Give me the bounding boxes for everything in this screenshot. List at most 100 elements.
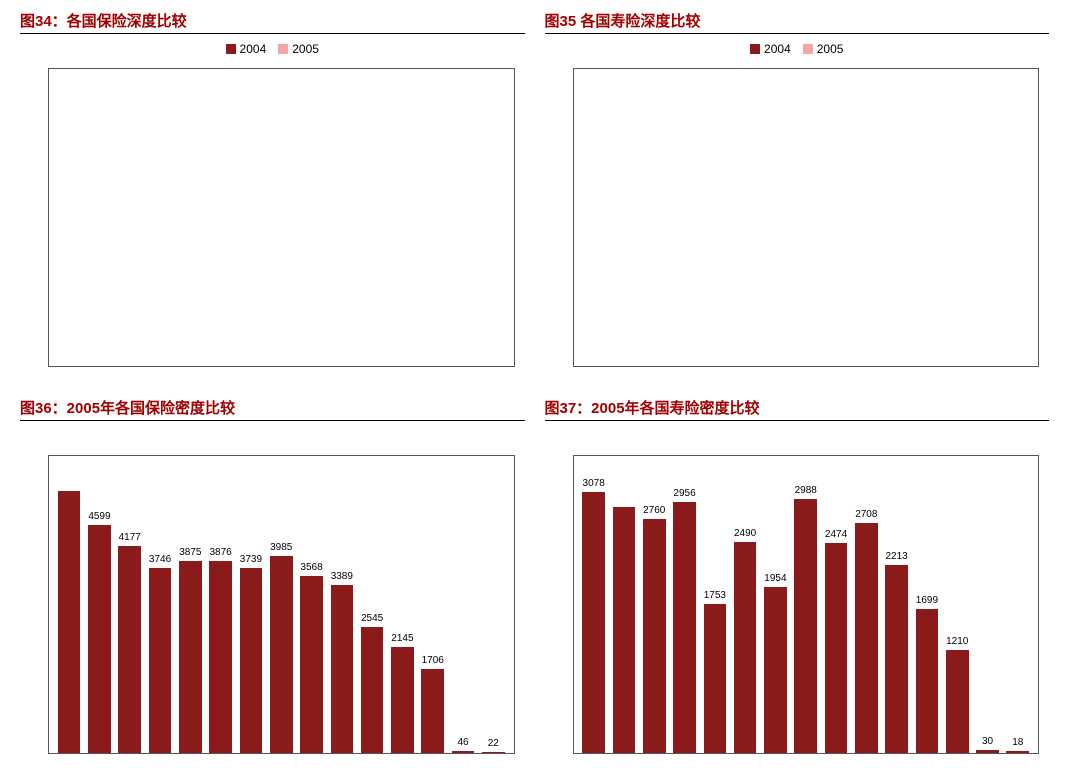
bar [209, 561, 232, 753]
bar-single: 2474 [822, 543, 850, 753]
bar [582, 492, 605, 753]
bar-value-label: 2213 [885, 551, 907, 562]
bar-single: 1706 [419, 669, 447, 753]
bar-value-label: 4599 [88, 511, 110, 522]
legend-swatch-2004 [226, 44, 236, 54]
bar-value-label: 3876 [210, 547, 232, 558]
bar [673, 502, 696, 753]
legend-2004: 2004 [750, 42, 791, 56]
bar [734, 542, 757, 753]
bar [613, 507, 636, 753]
bar [482, 752, 505, 753]
bar-value-label: 46 [457, 737, 468, 748]
chart-34-bars [49, 69, 514, 366]
bar [331, 585, 354, 753]
bar-value-label: 2760 [643, 505, 665, 516]
chart-36: 图36：2005年各国保险密度比较 4599417737463875387637… [20, 397, 525, 764]
bar-single: 3389 [328, 585, 356, 753]
chart-36-area: 4599417737463875387637393985356833892545… [20, 429, 525, 764]
bar-single: 4599 [85, 525, 113, 753]
bar [825, 543, 848, 753]
legend-2005: 2005 [278, 42, 319, 56]
bar-single: 1210 [943, 650, 971, 753]
bar-value-label: 2145 [391, 633, 413, 644]
bar-single: 2545 [358, 627, 386, 753]
chart-37: 图37：2005年各国寿险密度比较 3078276029561753249019… [545, 397, 1050, 764]
chart-35-bars [574, 69, 1039, 366]
bar-single: 2708 [852, 523, 880, 753]
bar-value-label: 2474 [825, 529, 847, 540]
bar-value-label: 2988 [795, 485, 817, 496]
chart-37-spacer [545, 429, 1050, 455]
bar [946, 650, 969, 753]
chart-37-area: 3078276029561753249019542988247427082213… [545, 429, 1050, 764]
bar-value-label: 3568 [300, 562, 322, 573]
bar [179, 561, 202, 753]
bar-value-label: 2956 [673, 488, 695, 499]
bar-single [610, 507, 638, 753]
bar [794, 499, 817, 753]
bar [149, 568, 172, 753]
bar-single: 1699 [913, 609, 941, 753]
bar-value-label: 18 [1012, 737, 1023, 748]
bar-single: 3078 [580, 492, 608, 753]
bar-single: 3875 [176, 561, 204, 753]
legend-label-2005: 2005 [292, 42, 319, 56]
chart-34-area: 2004 2005 [20, 42, 525, 377]
bar [855, 523, 878, 753]
bar-single: 22 [479, 752, 507, 753]
bar-single [55, 491, 83, 753]
legend-swatch-2005 [803, 44, 813, 54]
bar-single: 3876 [206, 561, 234, 753]
bar-single: 2760 [640, 519, 668, 753]
chart-37-frame: 3078276029561753249019542988247427082213… [573, 455, 1040, 754]
bar-single: 1954 [761, 587, 789, 753]
bar [421, 669, 444, 753]
legend-label-2004: 2004 [764, 42, 791, 56]
bar-single: 2956 [670, 502, 698, 753]
bar [300, 576, 323, 753]
legend-2004: 2004 [226, 42, 267, 56]
chart-34-title: 图34：各国保险深度比较 [20, 10, 525, 34]
bar-single: 1753 [701, 604, 729, 753]
chart-34: 图34：各国保险深度比较 2004 2005 [20, 10, 525, 377]
bar [240, 568, 263, 753]
bar [1006, 751, 1029, 753]
chart-35-area: 2004 2005 [545, 42, 1050, 377]
bar-value-label: 4177 [119, 532, 141, 543]
bar-single: 46 [449, 751, 477, 753]
bar-single: 4177 [116, 546, 144, 753]
chart-37-title: 图37：2005年各国寿险密度比较 [545, 397, 1050, 421]
bar-value-label: 30 [982, 736, 993, 747]
bar [361, 627, 384, 753]
bar-single: 3739 [237, 568, 265, 753]
bar-value-label: 2490 [734, 528, 756, 539]
bar-single: 3746 [146, 568, 174, 753]
chart-37-bars: 3078276029561753249019542988247427082213… [574, 456, 1039, 753]
chart-36-frame: 4599417737463875387637393985356833892545… [48, 455, 515, 754]
chart-35-title: 图35 各国寿险深度比较 [545, 10, 1050, 34]
chart-35-frame [573, 68, 1040, 367]
bar-value-label: 1753 [704, 590, 726, 601]
bar [916, 609, 939, 753]
bar [88, 525, 111, 753]
legend-swatch-2005 [278, 44, 288, 54]
bar-value-label: 3875 [179, 547, 201, 558]
chart-35-legend: 2004 2005 [545, 42, 1050, 56]
bar-value-label: 1706 [422, 655, 444, 666]
bar-value-label: 1954 [764, 573, 786, 584]
bar-single: 2145 [388, 647, 416, 753]
bar [118, 546, 141, 753]
bar [885, 565, 908, 753]
bar [391, 647, 414, 753]
bar [270, 556, 293, 753]
bar-single: 2490 [731, 542, 759, 753]
bar [58, 491, 81, 753]
bar-single: 18 [1004, 751, 1032, 753]
bar-value-label: 2545 [361, 613, 383, 624]
bar-value-label: 3078 [583, 478, 605, 489]
bar [643, 519, 666, 753]
chart-36-title: 图36：2005年各国保险密度比较 [20, 397, 525, 421]
bar-single: 2213 [882, 565, 910, 753]
bar [452, 751, 475, 753]
